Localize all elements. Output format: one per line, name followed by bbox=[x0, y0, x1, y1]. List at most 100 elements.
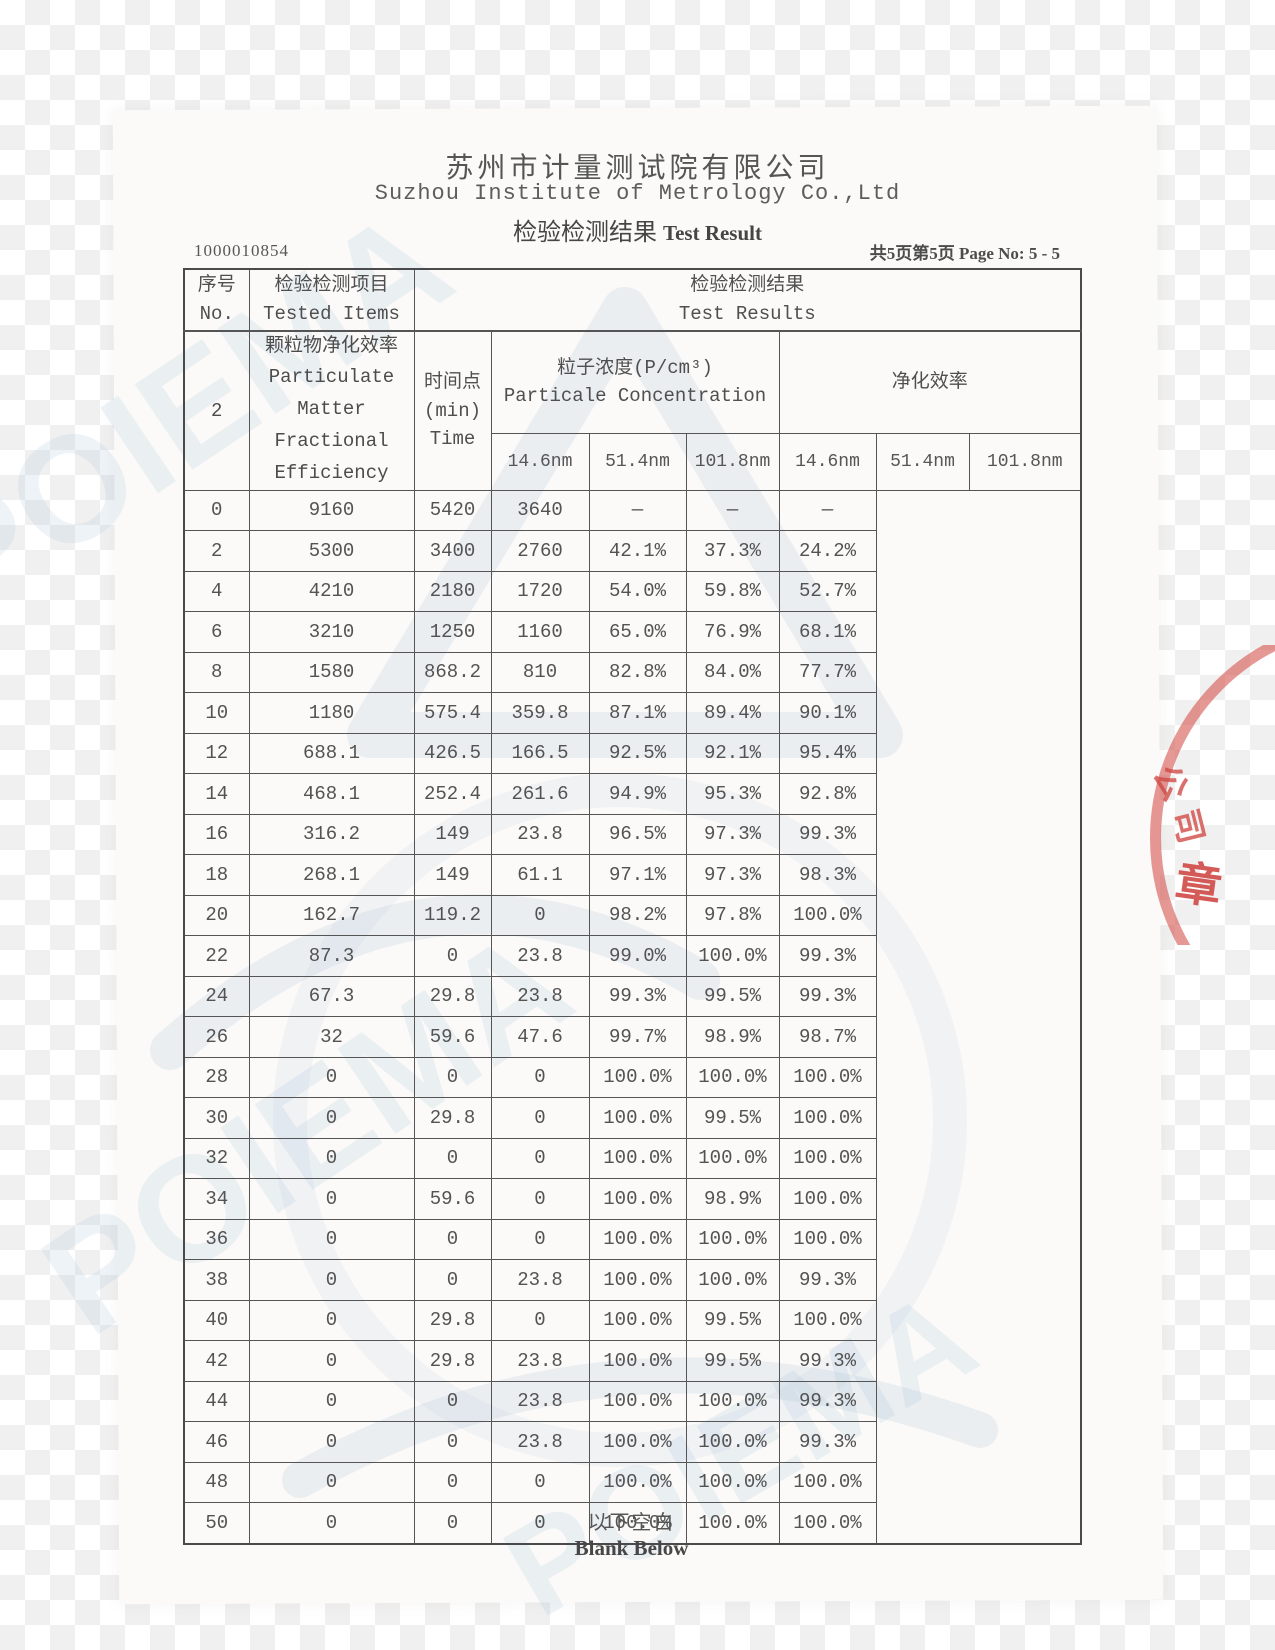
value-cell: 0 bbox=[248, 1502, 415, 1545]
doc-title-cn: 检验检测结果 bbox=[513, 220, 657, 246]
time-cell: 2 bbox=[183, 530, 250, 572]
time-cell: 46 bbox=[183, 1421, 250, 1463]
value-cell: 23.8 bbox=[490, 1380, 590, 1423]
value-cell: 99.3% bbox=[778, 1340, 877, 1382]
value-cell: 100.0% bbox=[588, 1461, 687, 1504]
tested-item-en: Particulate Matter Fractional Efficiency bbox=[268, 365, 395, 485]
value-cell: 59.6 bbox=[413, 1016, 492, 1058]
size-header: 51.4nm bbox=[875, 432, 970, 491]
value-cell: 97.8% bbox=[685, 894, 780, 937]
value-cell: 0 bbox=[248, 1299, 415, 1342]
value-cell: 98.9% bbox=[685, 1016, 780, 1058]
value-cell: 3400 bbox=[413, 530, 492, 572]
data-row: 48 0 0 0 100.0% 100.0% 100.0% bbox=[183, 1461, 1081, 1504]
time-cell: 24 bbox=[183, 975, 250, 1018]
value-cell: 94.9% bbox=[588, 773, 687, 815]
value-cell: 0 bbox=[490, 1097, 590, 1139]
data-row: 4 4210 2180 1720 54.0% 59.8% 52.7% bbox=[183, 570, 1081, 613]
value-cell: 99.3% bbox=[778, 813, 877, 856]
value-cell: 810 bbox=[490, 651, 590, 694]
value-cell: 23.8 bbox=[490, 1340, 590, 1382]
value-cell: 59.8% bbox=[685, 570, 780, 613]
value-cell: 98.9% bbox=[685, 1178, 780, 1220]
value-cell: 100.0% bbox=[588, 1218, 687, 1261]
value-cell: 162.7 bbox=[248, 894, 415, 937]
company-name-cn: 苏州市计量测试院有限公司 bbox=[445, 153, 830, 184]
data-row: 40 0 29.8 0 100.0% 99.5% 100.0% bbox=[183, 1299, 1081, 1342]
value-cell: 24.2% bbox=[778, 530, 877, 572]
value-cell: 0 bbox=[490, 1178, 590, 1220]
value-cell: 29.8 bbox=[413, 975, 492, 1018]
value-cell: 0 bbox=[490, 894, 590, 937]
value-cell: 95.3% bbox=[685, 773, 780, 815]
value-cell: 0 bbox=[413, 1056, 492, 1099]
data-row: 38 0 0 23.8 100.0% 100.0% 99.3% bbox=[183, 1259, 1081, 1301]
data-row: 12 688.1 426.5 166.5 92.5% 92.1% 95.4% bbox=[183, 732, 1081, 775]
header-tested-items: 检验检测项目 Tested Items bbox=[248, 268, 415, 332]
data-row: 44 0 0 23.8 100.0% 100.0% 99.3% bbox=[183, 1380, 1081, 1423]
value-cell: 92.8% bbox=[778, 773, 877, 815]
value-cell: 100.0% bbox=[685, 1461, 780, 1504]
value-cell: 426.5 bbox=[413, 732, 492, 775]
value-cell: 100.0% bbox=[778, 1218, 877, 1261]
value-cell: 0 bbox=[248, 1218, 415, 1261]
value-cell: 100.0% bbox=[588, 1380, 687, 1423]
time-cell: 4 bbox=[183, 570, 250, 613]
tested-item-cell: 颗粒物净化效率 Particulate Matter Fractional Ef… bbox=[248, 330, 415, 491]
value-cell: 100.0% bbox=[778, 1461, 877, 1504]
value-cell: 47.6 bbox=[490, 1016, 590, 1058]
value-cell: 0 bbox=[248, 1097, 415, 1139]
blank-below-en: Blank Below bbox=[574, 1536, 689, 1560]
data-row: 10 1180 575.4 359.8 87.1% 89.4% 90.1% bbox=[183, 692, 1081, 734]
time-cell: 26 bbox=[183, 1016, 250, 1058]
value-cell: 52.7% bbox=[778, 570, 877, 613]
data-row: 32 0 0 0 100.0% 100.0% 100.0% bbox=[183, 1137, 1081, 1180]
value-cell: 97.3% bbox=[685, 854, 780, 896]
value-cell: 100.0% bbox=[778, 1097, 877, 1139]
time-cell: 18 bbox=[183, 854, 250, 896]
value-cell: 100.0% bbox=[778, 894, 877, 937]
size-header: 101.8nm bbox=[685, 432, 780, 491]
value-cell: 100.0% bbox=[685, 1380, 780, 1423]
doc-title-en: Test Result bbox=[663, 221, 762, 245]
value-cell: 100.0% bbox=[685, 1218, 780, 1261]
value-cell: 99.5% bbox=[685, 975, 780, 1018]
value-cell: 261.6 bbox=[490, 773, 590, 815]
value-cell: 76.9% bbox=[685, 611, 780, 653]
value-cell: 100.0% bbox=[588, 1137, 687, 1180]
value-cell: 359.8 bbox=[490, 692, 590, 734]
value-cell: 100.0% bbox=[778, 1502, 877, 1545]
value-cell: 100.0% bbox=[588, 1299, 687, 1342]
value-cell: 99.5% bbox=[685, 1097, 780, 1139]
value-cell: 100.0% bbox=[588, 1056, 687, 1099]
value-cell: 0 bbox=[490, 1056, 590, 1099]
time-cell: 44 bbox=[183, 1380, 250, 1423]
time-cell: 28 bbox=[183, 1056, 250, 1099]
value-cell: 0 bbox=[248, 1259, 415, 1301]
value-cell: 37.3% bbox=[685, 530, 780, 572]
value-cell: 87.3 bbox=[248, 935, 415, 977]
value-cell: 23.8 bbox=[490, 975, 590, 1018]
time-cell: 22 bbox=[183, 935, 250, 977]
time-cell: 0 bbox=[183, 489, 250, 532]
data-row: 24 67.3 29.8 23.8 99.3% 99.5% 99.3% bbox=[183, 975, 1081, 1018]
value-cell: 0 bbox=[248, 1137, 415, 1180]
value-cell: 868.2 bbox=[413, 651, 492, 694]
value-cell: 3640 bbox=[490, 489, 590, 532]
value-cell: 100.0% bbox=[685, 935, 780, 977]
value-cell: 3210 bbox=[248, 611, 415, 653]
value-cell: 84.0% bbox=[685, 651, 780, 694]
efficiency-header-cell: 净化效率 bbox=[778, 330, 1082, 434]
value-cell: 0 bbox=[248, 1178, 415, 1220]
page-number: 共5页第5页 Page No: 5 - 5 bbox=[869, 244, 1060, 263]
data-row: 34 0 59.6 0 100.0% 98.9% 100.0% bbox=[183, 1178, 1081, 1220]
value-cell: 100.0% bbox=[685, 1421, 780, 1463]
value-cell: 0 bbox=[490, 1461, 590, 1504]
value-cell: 0 bbox=[490, 1218, 590, 1261]
value-cell: 1580 bbox=[248, 651, 415, 694]
value-cell: 119.2 bbox=[413, 894, 492, 937]
time-cell: 36 bbox=[183, 1218, 250, 1261]
value-cell: 99.3% bbox=[588, 975, 687, 1018]
value-cell: 29.8 bbox=[413, 1097, 492, 1139]
value-cell: 0 bbox=[490, 1137, 590, 1180]
